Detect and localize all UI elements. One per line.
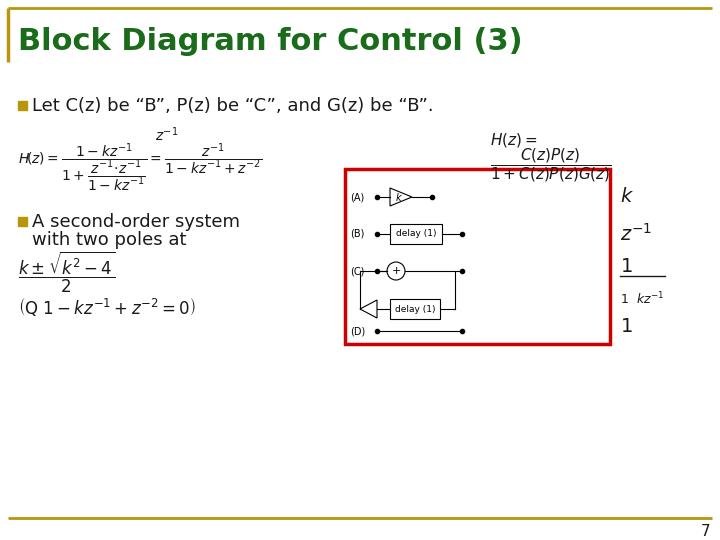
Bar [18,101,27,110]
Text: Let C(z) be “B”, P(z) be “C”, and G(z) be “B”.: Let C(z) be “B”, P(z) be “C”, and G(z) b… [32,97,433,115]
Text: (A): (A) [350,192,364,202]
Text: $\dfrac{k\pm\sqrt{k^{2}-4}}{2}$: $\dfrac{k\pm\sqrt{k^{2}-4}}{2}$ [18,249,115,295]
Text: A second-order system: A second-order system [32,213,240,231]
FancyBboxPatch shape [390,224,442,244]
Text: $H(z) =$: $H(z) =$ [490,131,537,149]
Text: with two poles at: with two poles at [32,231,186,249]
Text: $k$: $k$ [620,187,634,206]
Text: $z^{-1}$: $z^{-1}$ [155,126,179,144]
FancyBboxPatch shape [345,169,610,344]
Text: $\left(\mathrm{Q}\ 1-kz^{-1}+z^{-2}=0\right)$: $\left(\mathrm{Q}\ 1-kz^{-1}+z^{-2}=0\ri… [18,297,196,319]
Text: $1$: $1$ [620,258,633,276]
Text: (D): (D) [350,326,365,336]
Text: Block Diagram for Control (3): Block Diagram for Control (3) [18,28,523,57]
Text: $z^{-1}$: $z^{-1}$ [620,223,652,245]
Text: $+$: $+$ [391,265,401,275]
Text: $\dfrac{C(z)P(z)}{1+C(z)P(z)G(z)}$: $\dfrac{C(z)P(z)}{1+C(z)P(z)G(z)}$ [490,146,612,184]
Text: delay (1): delay (1) [395,305,436,314]
Text: $k$: $k$ [395,191,403,203]
Text: (B): (B) [350,229,364,239]
Text: delay (1): delay (1) [396,230,436,239]
Text: $H\!\left(z\right)=\dfrac{1-kz^{-1}}{1+\dfrac{z^{-1}\!\cdot\! z^{-1}}{1-kz^{-1}}: $H\!\left(z\right)=\dfrac{1-kz^{-1}}{1+\… [18,142,263,194]
Text: (C): (C) [350,266,364,276]
Text: 7: 7 [701,524,710,539]
Text: $1\ \ kz^{-1}$: $1\ \ kz^{-1}$ [620,291,665,307]
Bar [18,217,27,226]
FancyBboxPatch shape [390,299,440,319]
Text: $1$: $1$ [620,316,633,335]
